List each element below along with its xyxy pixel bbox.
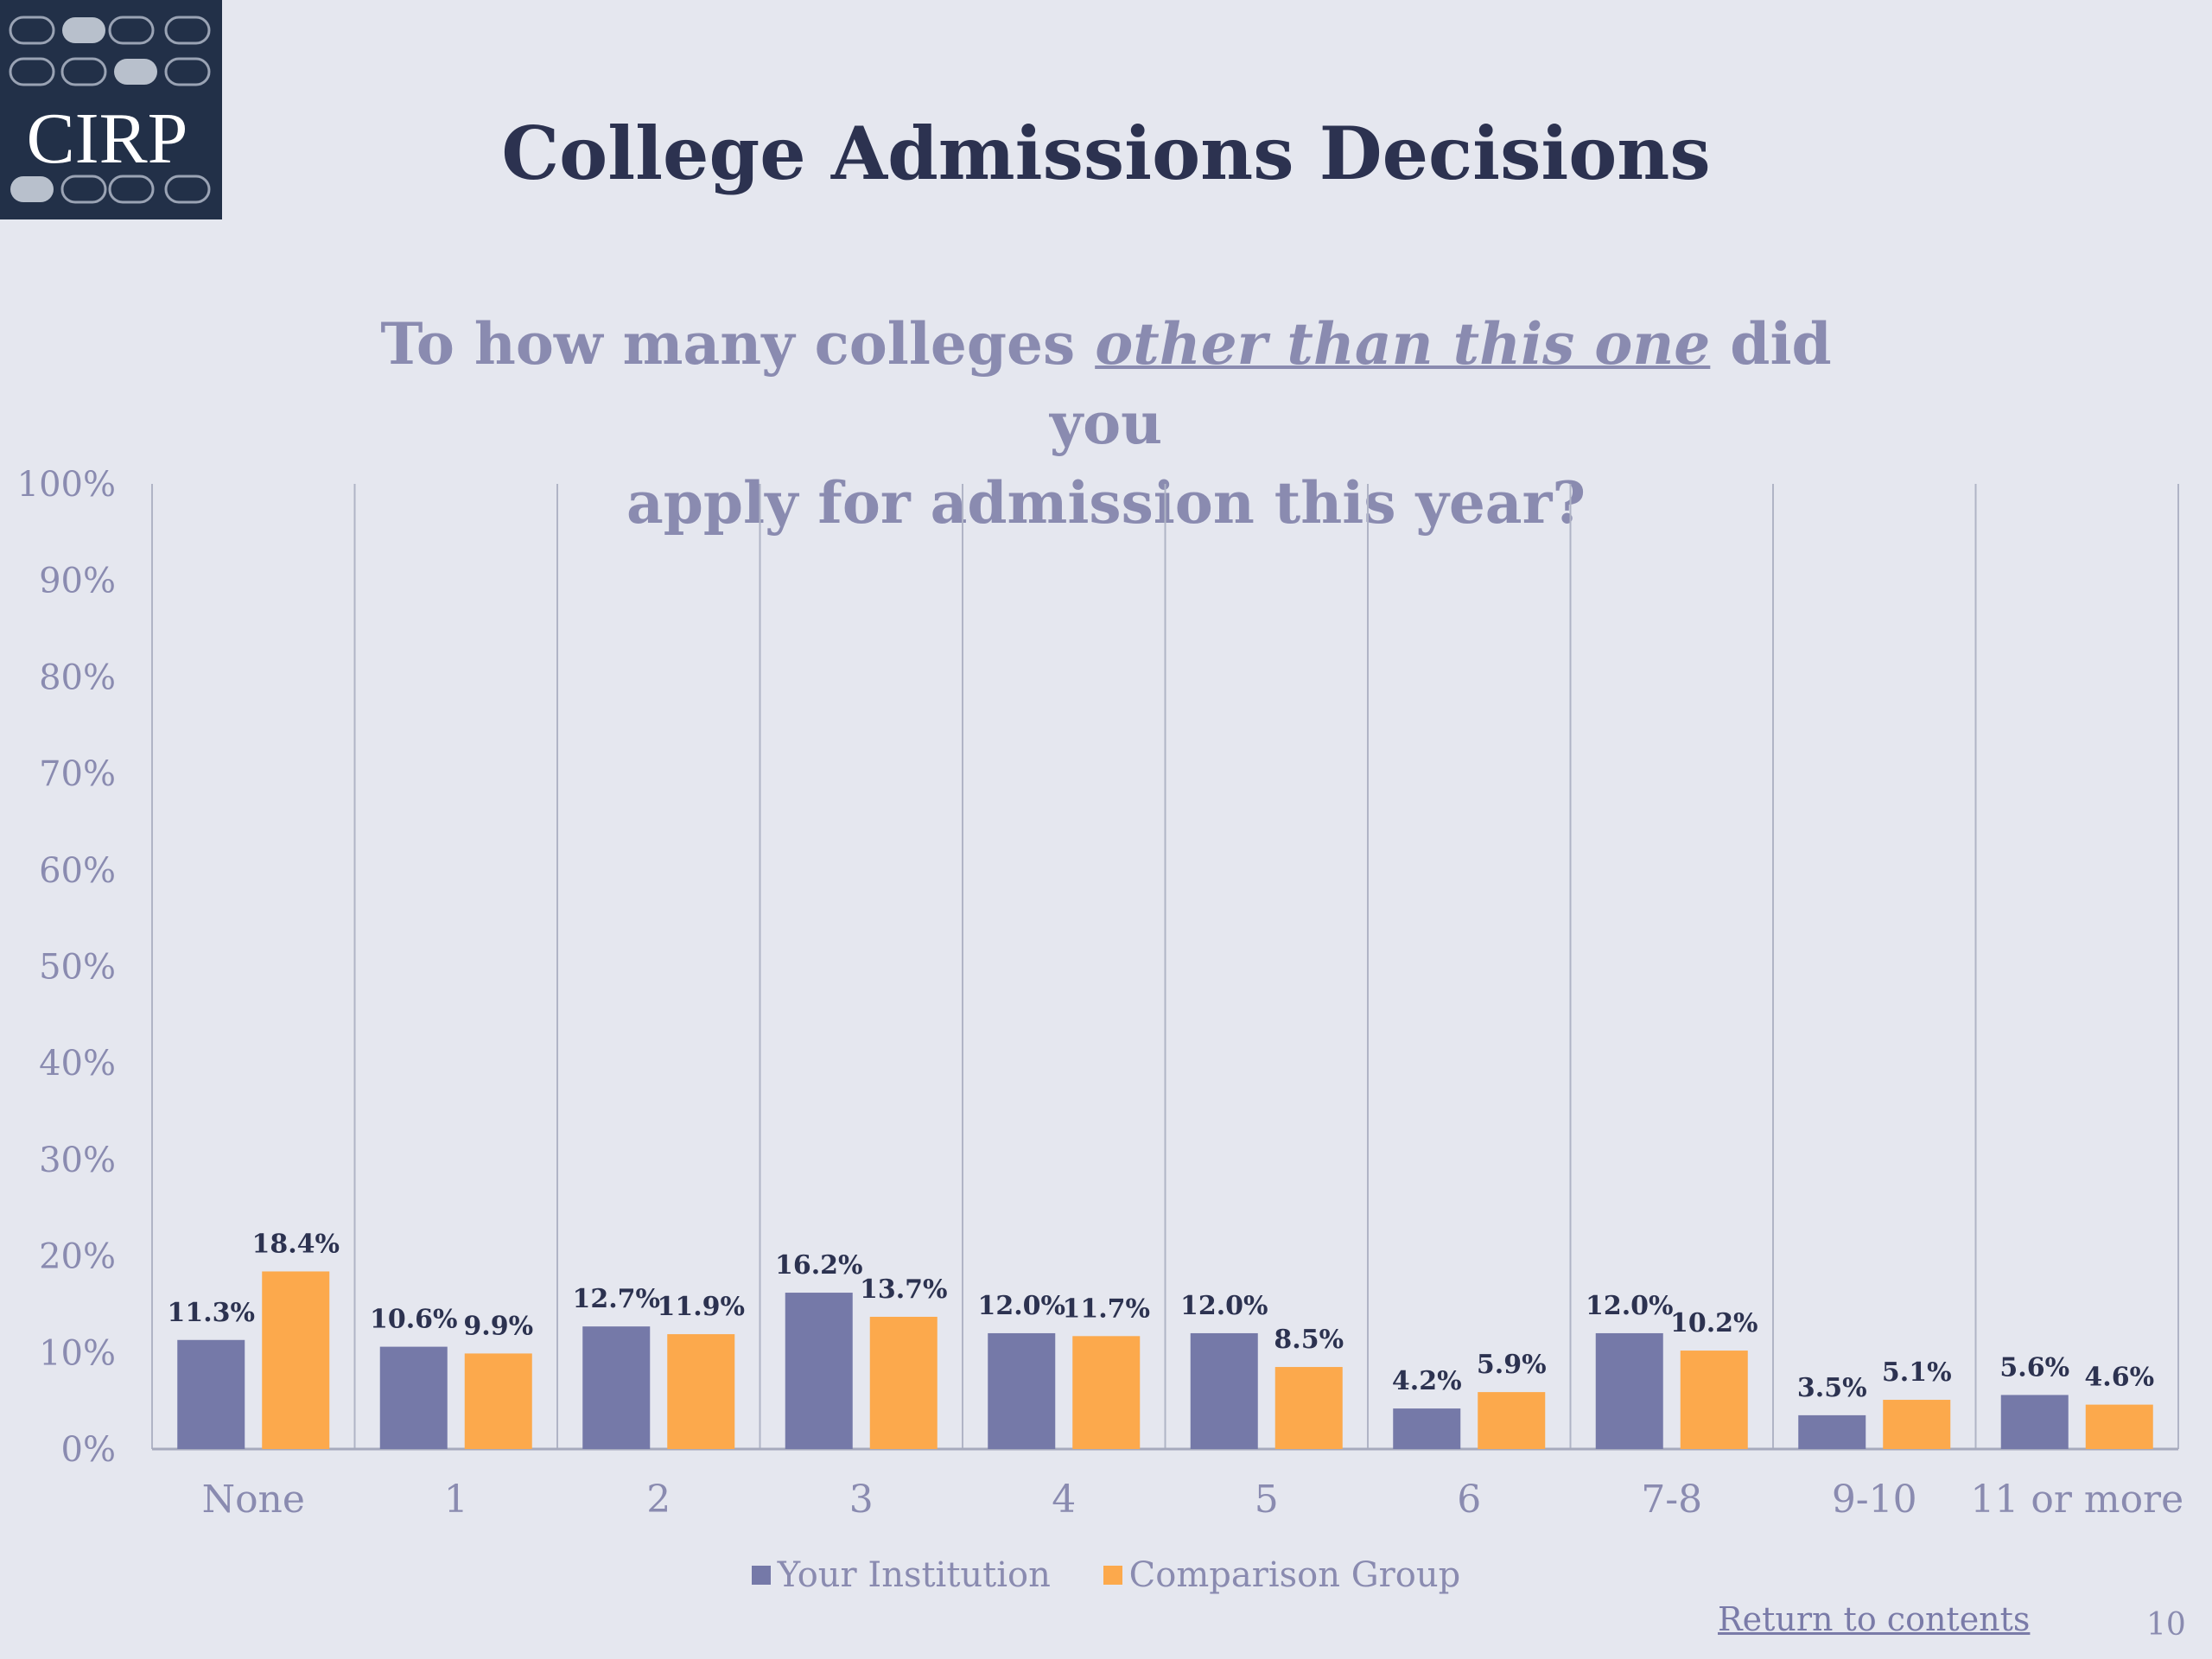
x-tick-label: 6 (1457, 1478, 1481, 1522)
y-tick-label: 40% (39, 1044, 116, 1084)
legend-label-comparison-group: Comparison Group (1128, 1555, 1461, 1595)
data-label-your-institution: 4.2% (1392, 1366, 1462, 1396)
bar-comparison-group (1072, 1336, 1141, 1449)
bar-your-institution (785, 1293, 853, 1449)
y-tick-label: 60% (39, 851, 116, 891)
bar-your-institution (1190, 1332, 1258, 1449)
bar-comparison-group (464, 1353, 532, 1449)
bar-your-institution (177, 1339, 245, 1449)
legend-label-your-institution: Your Institution (777, 1555, 1051, 1595)
data-label-comparison-group: 9.9% (463, 1311, 533, 1341)
x-tick-label: None (202, 1478, 305, 1522)
data-label-your-institution: 12.0% (1180, 1291, 1268, 1321)
bar-your-institution (2000, 1395, 2069, 1449)
y-tick-label: 0% (61, 1430, 116, 1470)
slide-title: College Admissions Decisions (501, 111, 1711, 196)
x-tick-label: 4 (1052, 1478, 1076, 1522)
data-label-comparison-group: 4.6% (2084, 1363, 2154, 1393)
data-label-comparison-group: 10.2% (1670, 1308, 1758, 1338)
data-label-comparison-group: 5.1% (1882, 1357, 1952, 1388)
y-tick-label: 30% (39, 1141, 116, 1180)
legend-swatch-your-institution (751, 1566, 771, 1585)
data-label-your-institution: 3.5% (1797, 1373, 1867, 1403)
data-label-your-institution: 10.6% (370, 1305, 458, 1335)
y-tick-label: 100% (17, 465, 116, 505)
y-tick-label: 70% (39, 754, 116, 794)
x-tick-label: 2 (646, 1478, 671, 1522)
bar-comparison-group (1680, 1351, 1748, 1449)
bar-your-institution (1393, 1408, 1461, 1449)
legend-item-your-institution: Your Institution (751, 1555, 1051, 1595)
x-tick-label: 1 (444, 1478, 468, 1522)
data-label-comparison-group: 11.9% (657, 1292, 745, 1322)
data-label-your-institution: 11.3% (167, 1298, 255, 1328)
data-label-your-institution: 16.2% (775, 1250, 863, 1281)
data-label-comparison-group: 11.7% (1062, 1294, 1150, 1324)
question-emphasis: other than this one (1095, 310, 1711, 378)
bar-comparison-group (1274, 1367, 1343, 1449)
question-text-start: To how many colleges (380, 310, 1096, 378)
bar-your-institution (582, 1326, 651, 1449)
cirp-logo: CIRP (0, 0, 222, 219)
y-tick-label: 10% (39, 1333, 116, 1373)
data-label-comparison-group: 13.7% (860, 1274, 948, 1305)
x-tick-label: 5 (1255, 1478, 1279, 1522)
bar-comparison-group (869, 1316, 938, 1449)
bar-comparison-group (262, 1271, 330, 1449)
y-axis: 0% 10% 20% 30% 40% 50% 60% 70% 80% 90% 100% (17, 465, 116, 1470)
logo-text: CIRP (27, 99, 188, 179)
bar-your-institution (1798, 1414, 1866, 1449)
chart-data-labels: 11.3% 18.4% 10.6% 9.9% 12.7%11.9% 16.2%13.7% 1… (167, 1229, 2154, 1402)
bar-comparison-group (1883, 1400, 1951, 1449)
legend-item-comparison-group: Comparison Group (1103, 1555, 1461, 1595)
y-tick-label: 50% (39, 948, 116, 988)
data-label-comparison-group: 18.4% (251, 1229, 340, 1259)
bar-comparison-group (667, 1334, 735, 1449)
y-tick-label: 20% (39, 1237, 116, 1277)
x-tick-label: 9-10 (1832, 1478, 1917, 1522)
bar-comparison-group (2085, 1404, 2153, 1449)
data-label-your-institution: 12.0% (977, 1291, 1065, 1321)
data-label-your-institution: 12.7% (572, 1284, 660, 1314)
x-tick-label: 11 or more (1970, 1478, 2183, 1522)
chart-legend: Your Institution Comparison Group (0, 1555, 2212, 1595)
data-label-comparison-group: 8.5% (1274, 1325, 1344, 1355)
x-axis: None 1 2 3 4 5 6 7-8 9-10 11 or more (202, 1478, 2184, 1522)
question-text-end: apply for admission this year? (626, 469, 1586, 537)
bar-comparison-group (1478, 1392, 1546, 1449)
legend-swatch-comparison-group (1103, 1566, 1122, 1585)
cirp-logo-graphic: CIRP (9, 16, 211, 204)
chart-bars (177, 1271, 2153, 1449)
bar-chart: 11.3% 18.4% 10.6% 9.9% 12.7%11.9% 16.2%13.7% 1… (17, 465, 2184, 1522)
page-number: 10 (2146, 1607, 2186, 1643)
question-text-middle: did you (1049, 310, 1832, 457)
data-label-your-institution: 12.0% (1586, 1291, 1674, 1321)
x-tick-label: 7-8 (1641, 1478, 1702, 1522)
chart-question: To how many colleges other than this one… (328, 304, 1884, 543)
bar-your-institution (1595, 1332, 1663, 1449)
y-tick-label: 90% (39, 562, 116, 601)
data-label-comparison-group: 5.9% (1477, 1350, 1547, 1380)
x-tick-label: 3 (849, 1478, 874, 1522)
data-label-your-institution: 5.6% (1999, 1352, 2069, 1382)
bar-your-institution (379, 1346, 448, 1449)
return-to-contents-link[interactable]: Return to contents (1718, 1600, 2031, 1638)
bar-your-institution (988, 1332, 1056, 1449)
y-tick-label: 80% (39, 658, 116, 697)
